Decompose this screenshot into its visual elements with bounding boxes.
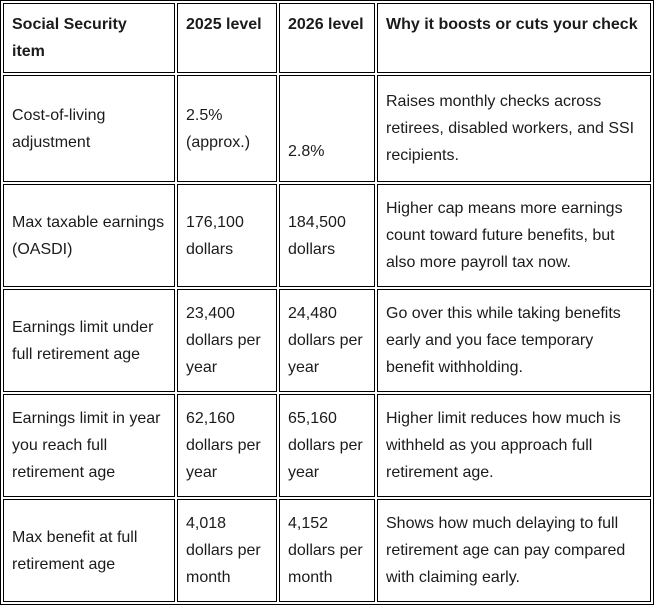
table-row: Earnings limit under full retirement age… bbox=[3, 289, 651, 392]
column-header-label: 2026 level bbox=[288, 16, 364, 33]
cell-2026-level: 2.8% bbox=[279, 75, 375, 182]
cell-why: Go over this while taking benefits early… bbox=[377, 289, 651, 392]
cell-2026-level: 24,480 dollars per year bbox=[279, 289, 375, 392]
cell-2025-level: 2.5% (approx.) bbox=[177, 75, 277, 182]
column-header-label: 2025 level bbox=[186, 16, 262, 33]
cell-item: Max taxable earnings (OASDI) bbox=[3, 184, 175, 287]
cell-2025-level: 4,018 dollars per month bbox=[177, 499, 277, 602]
table-body: Cost-of-living adjustment 2.5% (approx.)… bbox=[3, 75, 651, 602]
cell-item: Max benefit at full retirement age bbox=[3, 499, 175, 602]
cell-item: Earnings limit under full retirement age bbox=[3, 289, 175, 392]
cell-item: Cost-of-living adjustment bbox=[3, 75, 175, 182]
cell-why: Raises monthly checks across retirees, d… bbox=[377, 75, 651, 182]
cell-2026-level: 4,152 dollars per month bbox=[279, 499, 375, 602]
cell-2025-level: 176,100 dollars bbox=[177, 184, 277, 287]
column-header-2025-level: 2025 level bbox=[177, 3, 277, 73]
column-header-2026-level: 2026 level bbox=[279, 3, 375, 73]
table-row: Max benefit at full retirement age 4,018… bbox=[3, 499, 651, 602]
cell-2026-level: 65,160 dollars per year bbox=[279, 394, 375, 497]
cell-2025-level: 23,400 dollars per year bbox=[177, 289, 277, 392]
cell-2025-level: 62,160 dollars per year bbox=[177, 394, 277, 497]
cell-why: Shows how much delaying to full retireme… bbox=[377, 499, 651, 602]
header-row: Social Security item 2025 level 2026 lev… bbox=[3, 3, 651, 73]
table-row: Max taxable earnings (OASDI) 176,100 dol… bbox=[3, 184, 651, 287]
cell-2026-level: 184,500 dollars bbox=[279, 184, 375, 287]
column-header-label: Why it boosts or cuts your check bbox=[386, 16, 638, 33]
cell-item: Earnings limit in year you reach full re… bbox=[3, 394, 175, 497]
table-row: Earnings limit in year you reach full re… bbox=[3, 394, 651, 497]
column-header-why-it-boosts-or-cuts: Why it boosts or cuts your check bbox=[377, 3, 651, 73]
column-header-social-security-item: Social Security item bbox=[3, 3, 175, 73]
table-header: Social Security item 2025 level 2026 lev… bbox=[3, 3, 651, 73]
cell-why: Higher limit reduces how much is withhel… bbox=[377, 394, 651, 497]
table-row: Cost-of-living adjustment 2.5% (approx.)… bbox=[3, 75, 651, 182]
cell-why: Higher cap means more earnings count tow… bbox=[377, 184, 651, 287]
column-header-label: Social Security item bbox=[12, 16, 127, 60]
